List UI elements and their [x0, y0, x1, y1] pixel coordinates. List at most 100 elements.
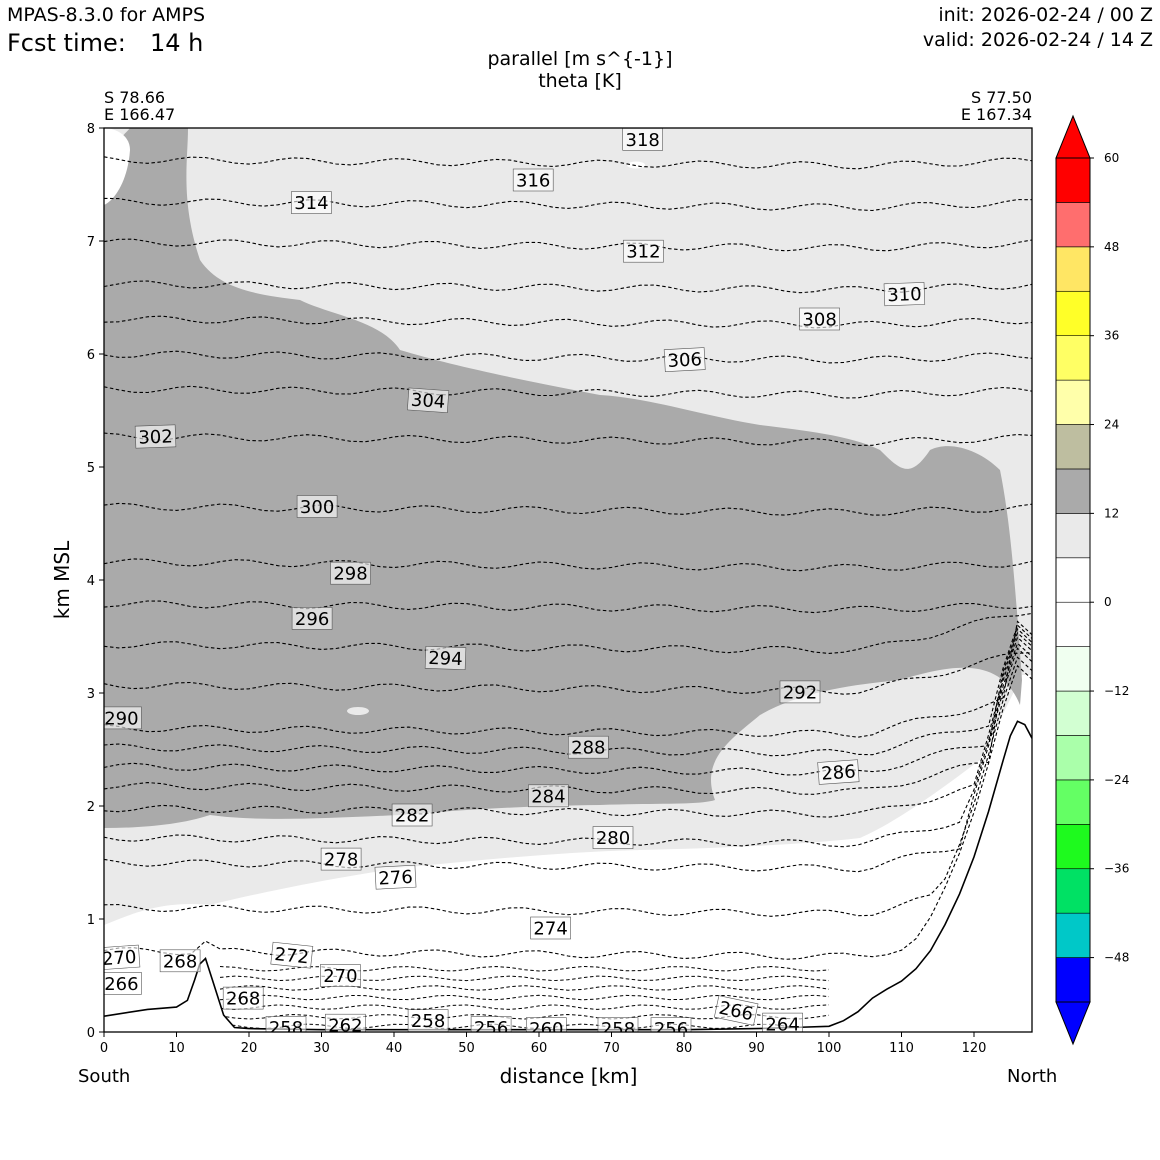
theta-label-box [320, 964, 361, 987]
x-tick-label: 40 [386, 1041, 403, 1056]
theta-label: 296 [291, 607, 333, 630]
theta-label-text: 274 [533, 919, 567, 940]
colorbar-segment [1055, 646, 1091, 692]
theta-label-box [265, 1016, 307, 1032]
theta-label-box [597, 1017, 639, 1032]
theta-label-text: 306 [667, 349, 702, 372]
theta-label-box [530, 916, 571, 940]
theta-label-box [104, 944, 141, 971]
theta-label-text: 304 [410, 390, 446, 413]
theta-label-box [663, 347, 706, 372]
chart-subtitle: theta [K] [538, 70, 622, 92]
theta-label-text: 262 [328, 1016, 362, 1037]
theta-label-text: 256 [654, 1019, 688, 1040]
theta-label: 286 [817, 759, 860, 785]
colorbar-segment [1055, 379, 1091, 425]
end-lat: S 77.50 [970, 88, 1032, 107]
theta-label: 266 [104, 972, 142, 995]
y-tick-label: 8 [87, 122, 95, 137]
theta-label-box [391, 803, 433, 827]
white-blob-1 [627, 161, 645, 169]
theta-label: 294 [424, 645, 467, 670]
forecast-time-value: 14 h [150, 29, 204, 57]
theta-label-box [470, 1016, 512, 1032]
theta-label-text: 266 [104, 974, 138, 995]
theta-label-text: 316 [516, 171, 550, 192]
colorbar-segment [1055, 202, 1091, 248]
valid-time: valid: 2026-02-24 / 14 Z [922, 29, 1153, 51]
x-tick-label: 60 [531, 1041, 548, 1056]
colorbar-tick-label: −24 [1104, 773, 1129, 787]
south-label: South [78, 1066, 131, 1087]
theta-label-box [650, 1017, 692, 1032]
theta-label: 270 [320, 964, 361, 987]
model-name: MPAS-8.3.0 for AMPS [7, 4, 206, 26]
colorbar-tick-label: 48 [1104, 240, 1119, 254]
theta-label: 258 [265, 1016, 307, 1032]
theta-line [104, 628, 1032, 776]
theta-label: 276 [374, 864, 417, 890]
theta-line-low [219, 1023, 830, 1030]
theta-label-box [104, 972, 142, 995]
colorbar-frame [1055, 157, 1091, 1003]
theta-label-box [883, 282, 926, 307]
y-tick-label: 3 [87, 687, 95, 702]
shade-band-light-upper [104, 128, 1032, 330]
colorbar-segment [1055, 912, 1091, 958]
chart-title: parallel [m s^{-1}] [487, 48, 673, 70]
theta-line [104, 647, 1032, 873]
colorbar-segment [1055, 290, 1091, 336]
theta-label-text: 312 [626, 242, 660, 263]
theta-line [104, 656, 1032, 917]
x-tick-label: 10 [168, 1041, 185, 1056]
theta-line [104, 612, 1032, 654]
end-lon: E 167.34 [960, 105, 1032, 124]
theta-label-text: 280 [596, 828, 630, 849]
colorbar-segment [1055, 779, 1091, 825]
colorbar-tick-label: −36 [1104, 862, 1129, 876]
theta-label: 272 [270, 941, 314, 969]
theta-line [104, 502, 1032, 516]
theta-label-text: 272 [274, 944, 310, 968]
theta-label-box [592, 826, 634, 849]
start-lat: S 78.66 [104, 88, 166, 107]
y-tick-label: 5 [87, 461, 95, 476]
theta-label-box [374, 864, 417, 890]
theta-label: 314 [291, 191, 332, 214]
theta-label-box [325, 1013, 366, 1032]
start-lon: E 166.47 [104, 105, 176, 124]
theta-label: 310 [883, 282, 926, 307]
theta-label-box [291, 191, 332, 214]
x-tick-label: 90 [748, 1041, 765, 1056]
theta-label-text: 278 [324, 850, 358, 871]
theta-label-text: 282 [395, 806, 429, 827]
plot-area: 318 316 314 312 310 308 306 304 302 300 298 296 294 2… [104, 128, 1032, 1040]
theta-line [104, 238, 1032, 252]
theta-label-box [296, 495, 338, 518]
theta-label-text: 302 [138, 426, 173, 448]
x-tick-label: 70 [603, 1041, 620, 1056]
colorbar-segment [1055, 468, 1091, 514]
theta-label: 282 [391, 803, 433, 827]
theta-label-text: 292 [783, 682, 817, 703]
theta-label-box [320, 847, 362, 871]
y-tick-label: 0 [87, 1026, 95, 1041]
theta-label-text: 286 [821, 761, 857, 784]
theta-line [104, 664, 1032, 960]
theta-label-text: 294 [428, 648, 463, 670]
theta-label-box [528, 784, 569, 808]
colorbar-tick-label: 60 [1104, 151, 1119, 165]
theta-label-box [623, 239, 664, 263]
forecast-time-label: Fcst time: [7, 29, 126, 57]
end-point: S 77.50 E 167.34 [961, 89, 1032, 123]
colorbar-segment [1055, 424, 1091, 470]
theta-contour-labels: 318 316 314 312 310 308 306 304 302 300 298 296 294 2… [104, 128, 926, 1040]
theta-line [104, 652, 1032, 695]
theta-label-text: 268 [226, 989, 260, 1010]
theta-line [104, 558, 1032, 572]
theta-label-box [762, 1012, 803, 1032]
y-axis-ticks: 0 1 2 3 4 5 6 7 8 [87, 122, 104, 1041]
theta-label: 312 [623, 239, 664, 263]
white-blob-2 [347, 707, 369, 715]
theta-line [104, 385, 1032, 399]
